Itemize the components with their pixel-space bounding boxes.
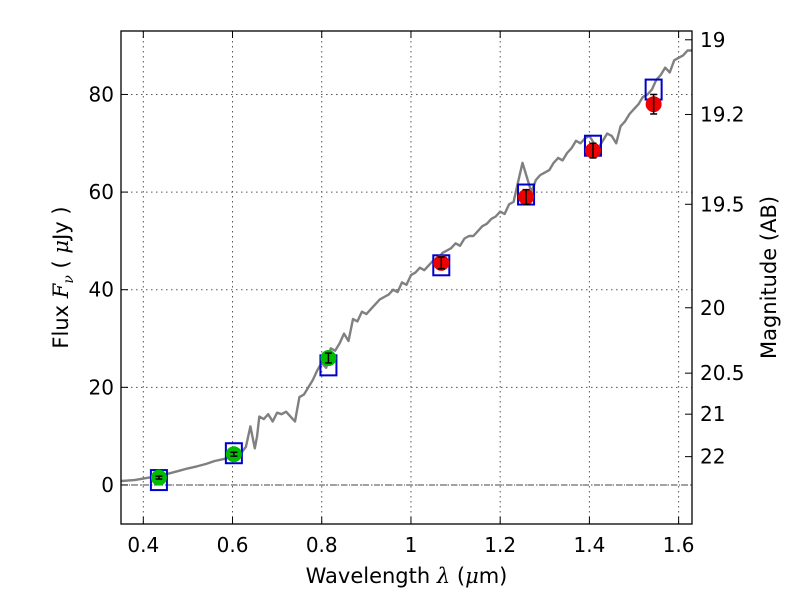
x-tick-label: 1.2 xyxy=(484,533,516,557)
nir-photometry-errorbar xyxy=(589,142,597,159)
x-tick-label: 1.4 xyxy=(573,533,605,557)
optical-photometry-errorbar xyxy=(155,475,163,480)
model-spectrum-line xyxy=(120,49,692,483)
model-photometry-marker xyxy=(224,442,243,465)
plot-frame xyxy=(120,30,693,525)
x-axis-title: Wavelength λ (μm) xyxy=(306,564,508,588)
x-tick-label: 0.6 xyxy=(217,533,249,557)
y-tick-label: 60 xyxy=(89,180,114,204)
axis-ticks: 0.4 0.6 0.8 1 1.2 1.4 1.6 0 20 40 60 80 19 19.2 19.5 20… xyxy=(89,28,745,557)
nir-photometry-errorbar xyxy=(522,188,530,206)
y2-tick-label: 20 xyxy=(700,296,725,320)
y-tick-label: 40 xyxy=(89,278,114,302)
y2-tick-label: 21 xyxy=(700,402,725,426)
y2-tick-label: 19.5 xyxy=(700,192,745,216)
y2-tick-label: 19.2 xyxy=(700,102,745,126)
grid-lines xyxy=(121,31,692,524)
y-axis-title: Flux Fν ( μJy ) xyxy=(49,206,77,348)
optical-photometry-errorbar xyxy=(230,451,238,457)
x-tick-label: 0.4 xyxy=(127,533,159,557)
nir-photometry-errorbar xyxy=(650,93,658,115)
y-tick-label: 20 xyxy=(89,375,114,399)
nir-photometry-errorbar xyxy=(437,256,445,270)
x-tick-label: 1 xyxy=(405,533,418,557)
y-tick-label: 0 xyxy=(101,473,114,497)
photometry-marks xyxy=(149,78,663,492)
x-tick-label: 1.6 xyxy=(663,533,695,557)
y2-tick-label: 20.5 xyxy=(700,361,745,385)
optical-photometry-errorbar xyxy=(324,352,332,364)
y2-axis-title: Magnitude (AB) xyxy=(757,196,781,359)
x-tick-label: 0.8 xyxy=(306,533,338,557)
y2-tick-label: 19 xyxy=(700,28,725,52)
y2-tick-label: 22 xyxy=(700,445,725,469)
y-tick-label: 80 xyxy=(89,82,114,106)
